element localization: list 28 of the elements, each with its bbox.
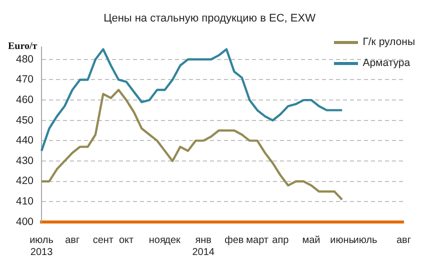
chart-title: Цены на стальную продукцию в ЕС, EXW (104, 12, 316, 25)
y-tick-label: 460 (16, 94, 34, 106)
y-tick-label: 450 (16, 114, 34, 126)
x-tick-label: март (246, 234, 269, 246)
y-tick-label: 410 (16, 196, 34, 208)
x-tick-label: июнь (330, 234, 354, 246)
y-tick-label: 480 (16, 53, 34, 66)
legend-label: Г/к рулоны (362, 36, 415, 48)
y-tick-label: 430 (16, 154, 34, 167)
y-tick-label: 420 (16, 175, 34, 188)
x-tick-label: апр (272, 234, 290, 246)
y-tick-label: 440 (16, 134, 34, 147)
category-label: янв (195, 234, 212, 246)
x-tick-label: дек (164, 234, 182, 246)
y-tick-label: 400 (16, 216, 34, 228)
x-tick-label: сент (92, 234, 114, 246)
x-tick-label: авг (396, 234, 412, 246)
x-tick-label: ноя (148, 234, 166, 246)
x-tick-label: фев (224, 234, 244, 246)
x-tick-label: июль (353, 234, 378, 246)
y-tick-label: 470 (16, 74, 34, 86)
x-tick-label: окт (118, 234, 134, 246)
x-tick-label: авг (65, 234, 80, 246)
legend-label: Арматура (362, 57, 410, 69)
category-label: 2013 (30, 246, 53, 258)
x-tick-label: май (302, 234, 320, 246)
category-label: 2014 (192, 246, 214, 258)
y-axis-title: Euro/т (8, 40, 38, 52)
